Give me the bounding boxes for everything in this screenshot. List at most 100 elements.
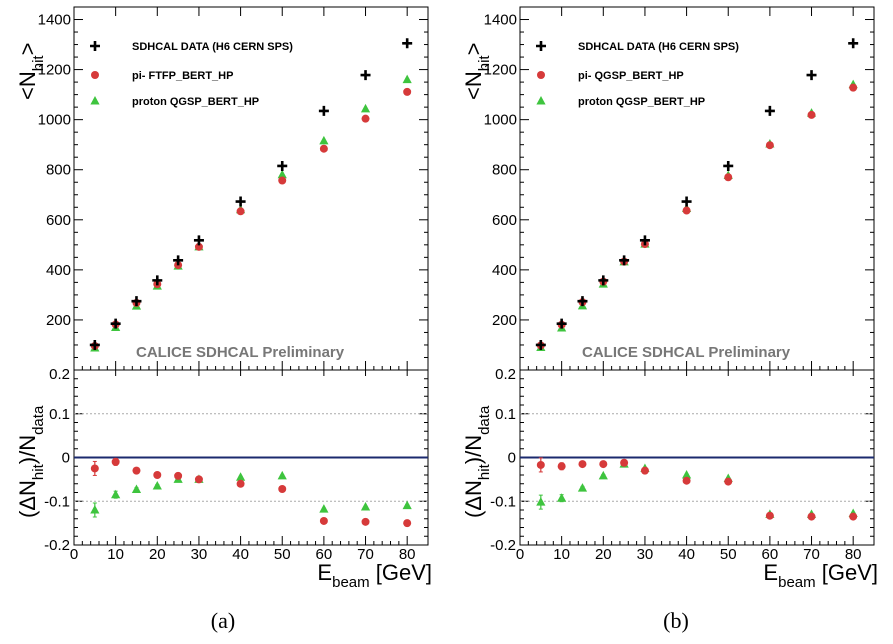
chart-a-point-triangle [319, 135, 329, 145]
chart-a-point-circle [361, 114, 370, 123]
chart-a-ratio-point-circle [236, 479, 245, 488]
chart-b-series-2 [536, 79, 858, 351]
chart-b-ratio-point-circle [578, 460, 587, 469]
chart-b-legend-entry: pi- QGSP_BERT_HP [578, 70, 684, 82]
chart-a-banner-label: CALICE SDHCAL Preliminary [136, 344, 345, 361]
chart-a-legend-marker-circle [91, 71, 99, 79]
chart-a-xtitle-main: E [317, 560, 332, 585]
chart-a-point-cross [152, 275, 163, 286]
chart-a-ytick-top-label: 800 [46, 162, 71, 179]
chart-a-ytitle-bottom-sub2: data [30, 405, 47, 435]
chart-a-ratio-series-1 [90, 457, 412, 528]
chart-a-ytitle-bottom-sub1: hit [30, 463, 47, 480]
chart-a-ratio-point-circle [361, 517, 370, 526]
chart-a-xtitle-sub: beam [332, 574, 370, 591]
chart-b-legend-entry: SDHCAL DATA (H6 CERN SPS) [578, 41, 739, 53]
chart-a-ratio-point-triangle [319, 504, 329, 513]
chart-a-ytick-bottom-label: -0.1 [44, 493, 70, 510]
chart-b-ytitle-bottom-p1: (ΔN [461, 480, 486, 518]
chart-b-legend-marker-cross [536, 41, 546, 51]
chart-b-point-cross [535, 339, 546, 350]
chart-b-xtick-label: 60 [762, 546, 779, 563]
chart-b-xtick-label: 0 [516, 546, 524, 563]
chart-a-point-cross [360, 70, 371, 81]
chart-b-xtitle-sub: beam [778, 574, 816, 591]
chart-a-xtick-label: 10 [107, 546, 124, 563]
panel-b: 0 10 20 30 40 50 60 70 80 200 400 600 800 1000 1200 140… [446, 0, 892, 605]
chart-a-point-triangle [360, 103, 371, 113]
chart-a-point-cross [318, 105, 329, 116]
chart-b-xtitle-main: E [763, 560, 778, 585]
chart-b-point-cross [639, 235, 650, 246]
chart-b-point-cross [619, 255, 630, 266]
chart-a-point-triangle [277, 169, 287, 179]
chart-b-svg: 0 10 20 30 40 50 60 70 80 200 400 600 800 1000 1200 140… [461, 6, 878, 591]
chart-b-ytitle-bottom-sub1: hit [476, 463, 493, 480]
chart-a-point-circle [403, 87, 412, 96]
chart-b-xtick-label: 40 [678, 546, 695, 563]
chart-a-xtick-label: 80 [399, 546, 416, 563]
chart-b-ytick-bottom-label: -0.2 [490, 537, 516, 554]
chart-b-ytitle-top-tail: > [461, 43, 486, 56]
chart-a-ytick-top-label: 1200 [38, 62, 71, 79]
chart-a-point-circle [319, 144, 328, 153]
chart-b-ytick-bottom-label: -0.1 [490, 493, 516, 510]
chart-b-ytitle-bottom-p2: )/N [461, 435, 486, 464]
chart-a-ratio-point-triangle [152, 480, 162, 490]
chart-a-point-circle [236, 207, 245, 216]
chart-b-ratio-point-triangle [598, 470, 608, 480]
chart-b-point-cross [598, 275, 609, 286]
chart-a-xtick-label: 40 [232, 546, 249, 563]
chart-a-ratio-point-triangle [360, 501, 371, 511]
chart-b-ratio-point-circle [849, 512, 858, 521]
chart-a-ratio-point-circle [153, 471, 162, 479]
chart-b-ratio-point-circle [557, 462, 566, 471]
chart-a-ratio-point-triangle [90, 505, 100, 514]
chart-b-ytick-top-label: 1400 [484, 12, 517, 29]
chart-a-ytitle-bottom-p2: )/N [15, 435, 40, 464]
chart-a-ytick-bottom-label: 0.1 [49, 406, 70, 423]
chart-b-series-1 [536, 83, 858, 350]
chart-a-ratio-point-circle [111, 457, 120, 466]
chart-a-ratio-point-triangle [131, 484, 142, 493]
chart-a-xtick-label: 20 [149, 546, 166, 563]
chart-b-point-circle [849, 83, 858, 92]
chart-b-xtick-label: 30 [637, 546, 654, 563]
chart-a-point-cross [193, 235, 204, 246]
chart-a-ytick-bottom-label: 0.2 [49, 366, 70, 383]
chart-b-ratio-point-circle [807, 512, 816, 521]
caption-b: (b) [663, 608, 689, 633]
chart-b-xtitle: Ebeam [GeV] [763, 560, 878, 591]
chart-b-point-circle [807, 110, 816, 119]
chart-a-ytick-top-label: 1000 [38, 112, 71, 129]
caption-a: (a) [210, 608, 236, 633]
chart-b-ratio-point-circle [724, 477, 733, 486]
chart-a-ytitle-bottom-p1: (ΔN [15, 480, 40, 518]
chart-b-point-cross [723, 160, 734, 171]
chart-b-ratio-point-circle [765, 511, 774, 520]
chart-b-legend-marker-triangle [536, 96, 546, 105]
chart-a-point-cross [110, 318, 121, 329]
chart-b-point-cross [577, 296, 588, 307]
chart-a-ratio-point-circle [174, 471, 183, 480]
chart-b-point-cross [764, 105, 775, 116]
chart-b-ytitle-bottom-sub2: data [476, 405, 493, 435]
chart-b-ratio-point-circle [640, 466, 649, 475]
chart-b-legend-marker-circle [537, 71, 545, 79]
chart-b-point-circle [765, 141, 774, 150]
chart-b-ytick-top-label: 800 [492, 162, 517, 179]
chart-a-ratio-point-circle [319, 516, 328, 525]
chart-a-ratio-point-triangle [277, 470, 287, 480]
chart-b-ytitle-top-main: <N [461, 71, 486, 100]
chart-a-ytick-bottom-label: -0.2 [44, 537, 70, 554]
chart-a-point-cross [402, 38, 413, 49]
chart-a-legend-entry: pi- FTFP_BERT_HP [132, 70, 233, 82]
chart-b-ytick-top-label: 200 [492, 312, 517, 329]
chart-a-xtick-label: 0 [70, 546, 78, 563]
chart-b-ratio-point-circle [536, 460, 545, 469]
chart-b-ytick-top-label: 600 [492, 212, 517, 229]
chart-b-ratio-point-triangle [536, 497, 546, 506]
chart-a-legend-entry: SDHCAL DATA (H6 CERN SPS) [132, 41, 293, 53]
chart-a-svg: 0 10 20 30 40 50 60 70 80 200 400 600 800 1000 1200 140… [15, 6, 432, 591]
panel-a: 0 10 20 30 40 50 60 70 80 200 400 600 800 1000 1200 140… [0, 0, 446, 605]
